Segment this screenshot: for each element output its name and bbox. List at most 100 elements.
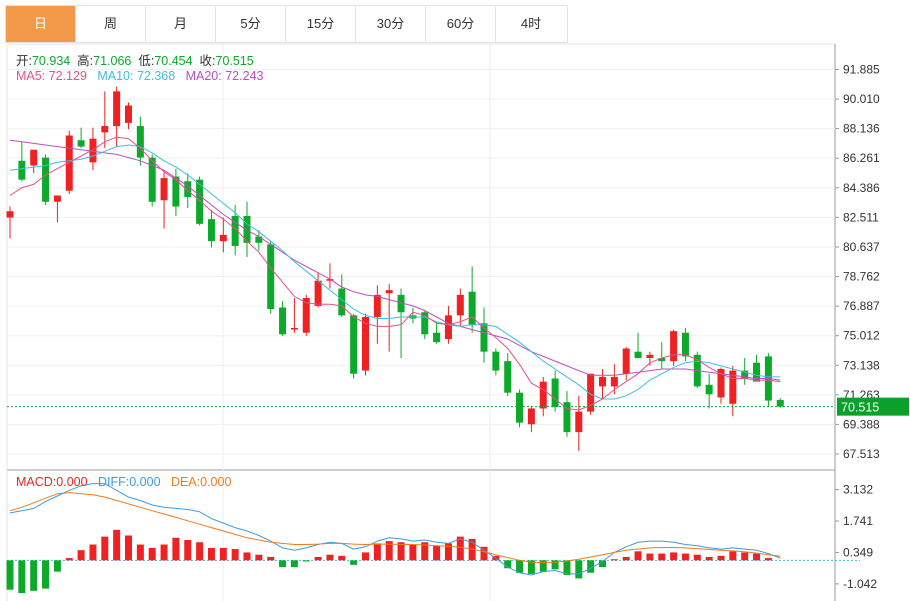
candle-body <box>456 294 464 316</box>
macd-bar-50 <box>599 560 606 568</box>
ma5-value: 72.129 <box>48 69 87 83</box>
candle-body <box>184 181 192 198</box>
candle-body <box>492 351 500 371</box>
candle-4 <box>53 195 61 223</box>
candle-body <box>77 140 85 147</box>
macd-bar-20 <box>243 552 251 561</box>
candle-22 <box>267 241 275 314</box>
tab-4hour[interactable]: 4时 <box>520 16 542 31</box>
candle-10 <box>125 102 132 130</box>
dea-line <box>9 492 781 564</box>
candle-40 <box>480 307 488 363</box>
candle-body <box>658 357 666 362</box>
macd-bar-53 <box>634 551 642 561</box>
candle-body <box>18 160 26 180</box>
macd-bar-62 <box>741 552 749 561</box>
ohlc-readout: 开:70.934 高:71.066 低:70.454 收:70.515 <box>16 50 254 69</box>
candle-2 <box>30 149 38 174</box>
candle-body <box>302 298 310 333</box>
candle-body <box>6 211 14 218</box>
candle-body <box>373 294 381 317</box>
macd-bar-17 <box>207 547 215 561</box>
candle-body <box>279 307 287 335</box>
candle-body <box>231 215 239 246</box>
candle-body <box>575 411 583 433</box>
price-tick-label-1: 90.010 <box>843 92 880 106</box>
macd-bar-22 <box>267 556 275 561</box>
low-value: 70.454 <box>154 54 193 68</box>
price-tick-label-0: 91.885 <box>843 62 880 76</box>
macd-bar-18 <box>219 547 227 561</box>
tab-week[interactable]: 周 <box>76 6 146 42</box>
candle-body <box>705 384 713 395</box>
candle-body <box>646 354 654 358</box>
candle-8 <box>101 91 109 149</box>
candle-36 <box>433 321 441 344</box>
macd-bar-9 <box>113 529 121 561</box>
macd-bar-10 <box>125 535 132 561</box>
candle-body <box>444 315 452 340</box>
candle-63 <box>753 354 761 382</box>
candle-56 <box>670 329 678 366</box>
candle-41 <box>492 348 500 376</box>
candle-body <box>65 135 73 191</box>
candle-20 <box>243 201 251 257</box>
ma5-line <box>9 136 781 411</box>
candle-body <box>89 138 97 163</box>
tab-day[interactable]: 日 <box>6 6 76 42</box>
candle-38 <box>456 288 464 327</box>
candle-30 <box>362 313 369 376</box>
candle-body <box>136 126 144 158</box>
ma10-label: MA10: <box>97 69 134 83</box>
candle-3 <box>42 154 50 205</box>
candle-45 <box>539 376 547 417</box>
candle-body <box>338 288 346 316</box>
macd-bar-36 <box>433 545 441 561</box>
macd-bar-12 <box>148 547 156 561</box>
ma-readout: MA5: 72.129 MA10: 72.368 MA20: 72.243 <box>16 69 263 83</box>
candle-62 <box>741 357 749 385</box>
macd-bar-46 <box>551 560 559 570</box>
candle-31 <box>373 285 381 344</box>
candle-body <box>599 376 606 387</box>
candle-27 <box>326 263 334 289</box>
candle-59 <box>705 373 713 409</box>
macd-bar-56 <box>670 552 678 561</box>
diff-label: DIFF: <box>97 475 130 489</box>
candle-52 <box>622 346 630 381</box>
candle-body <box>148 157 156 202</box>
macd-label: MACD: <box>16 475 57 489</box>
macd-bar-54 <box>646 553 654 561</box>
candle-11 <box>136 116 144 166</box>
candle-13 <box>160 171 168 229</box>
macd-bar-28 <box>338 555 346 561</box>
tab-month[interactable]: 月 <box>146 6 216 42</box>
candle-body <box>421 312 429 335</box>
tab-15min[interactable]: 15分 <box>286 6 356 42</box>
candle-7 <box>89 127 97 171</box>
price-tick-label-3: 86.261 <box>843 151 880 165</box>
candle-body <box>172 176 180 207</box>
macd-bar-33 <box>397 542 405 561</box>
candle-body <box>290 328 298 330</box>
high-label: 高: <box>77 54 94 68</box>
tab-30min[interactable]: 30分 <box>356 6 426 42</box>
tab-60min[interactable]: 60分 <box>426 6 496 42</box>
candle-body <box>587 373 595 412</box>
candle-body <box>563 402 571 433</box>
macd-bar-7 <box>89 544 97 561</box>
candle-29 <box>350 313 358 379</box>
macd-bar-0 <box>6 560 14 590</box>
candle-body <box>729 370 737 404</box>
tab-5min[interactable]: 5分 <box>216 6 286 42</box>
macd-series <box>6 483 860 594</box>
candle-body <box>634 351 642 358</box>
macd-bar-34 <box>409 544 417 561</box>
macd-bar-31 <box>373 543 381 561</box>
candle-26 <box>314 272 322 308</box>
ma20-line <box>9 139 781 381</box>
candle-32 <box>385 283 393 352</box>
close-value: 70.515 <box>215 54 254 68</box>
open-value: 70.934 <box>31 54 71 68</box>
